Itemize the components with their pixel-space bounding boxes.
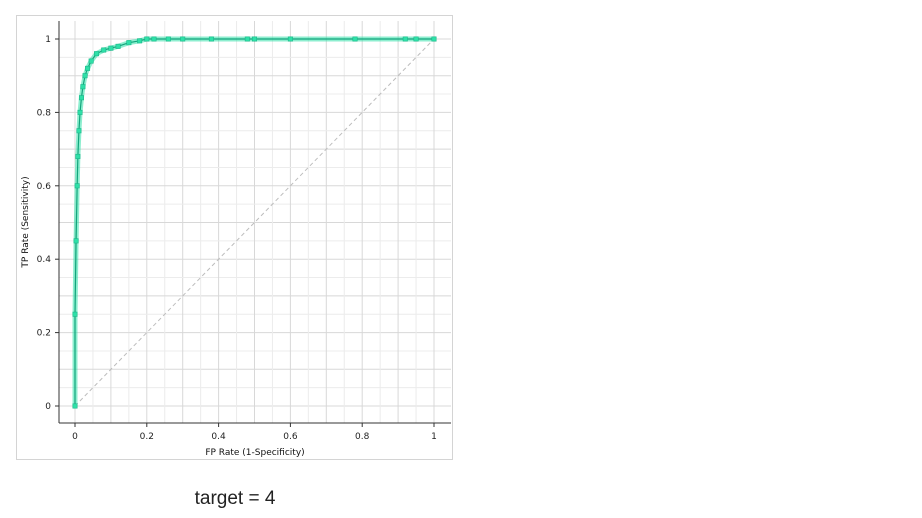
roc-point: [80, 84, 86, 90]
x-tick-label: 1: [431, 432, 437, 442]
roc-curve-line: [74, 38, 434, 406]
y-tick-label: 0.4: [37, 255, 52, 265]
roc-point: [88, 58, 94, 64]
y-tick-label: 1: [45, 35, 51, 45]
roc-point: [208, 36, 214, 42]
roc-point: [287, 36, 293, 42]
roc-point: [77, 109, 83, 115]
roc-point: [108, 45, 114, 51]
roc-point: [165, 36, 171, 42]
roc-point: [85, 65, 91, 71]
x-tick-label: 0.6: [283, 432, 298, 442]
roc-point: [144, 36, 150, 42]
roc-point: [72, 311, 78, 317]
roc-point: [126, 40, 132, 46]
roc-point: [252, 36, 258, 42]
x-tick-label: 0.8: [355, 432, 370, 442]
roc-point: [74, 183, 80, 189]
roc-point: [151, 36, 157, 42]
y-tick-label: 0.2: [37, 329, 51, 339]
roc-point: [94, 51, 100, 57]
roc-point: [402, 36, 408, 42]
x-tick-label: 0.2: [140, 432, 154, 442]
y-tick-label: 0.8: [37, 108, 52, 118]
roc-plot: 0 0.2 0.4 0.6 0.8 1 0 0.2 0.4 0.6 0.8 1 FP Rate (1-S…: [21, 21, 451, 458]
roc-point: [244, 36, 250, 42]
roc-chart: 0 0.2 0.4 0.6 0.8 1 0 0.2 0.4 0.6 0.8 1 FP Rate (1-S…: [16, 15, 453, 460]
y-axis-title: TP Rate (Sensitivity): [21, 176, 31, 268]
target-caption: target = 4: [194, 488, 276, 509]
y-tick-label: 0.6: [37, 182, 52, 192]
roc-point: [82, 73, 88, 79]
roc-point: [75, 153, 81, 159]
roc-point: [431, 36, 437, 42]
roc-point: [115, 43, 121, 49]
roc-point: [137, 38, 143, 44]
roc-point: [413, 36, 419, 42]
roc-point: [73, 238, 79, 244]
roc-point: [352, 36, 358, 42]
roc-point: [72, 403, 78, 409]
diagonal-reference-line: [74, 38, 435, 407]
x-axis-title: FP Rate (1-Specificity): [205, 448, 304, 458]
roc-point: [180, 36, 186, 42]
roc-point: [78, 95, 84, 101]
x-tick-label: 0.4: [211, 432, 226, 442]
roc-point: [101, 47, 107, 53]
roc-point: [76, 128, 82, 134]
y-tick-label: 0: [45, 402, 51, 412]
x-tick-label: 0: [72, 432, 78, 442]
